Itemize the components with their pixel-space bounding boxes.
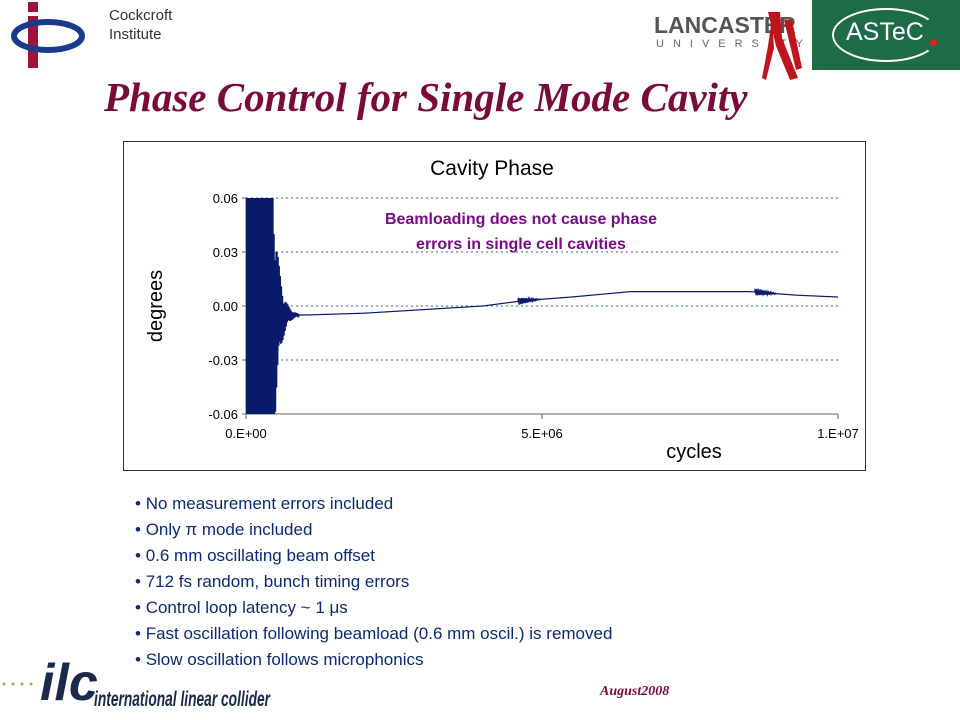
cavity-phase-chart: Cavity Phase 0.06 0.03 0.00 -0.03 -0.06 0.E+00… <box>123 141 866 471</box>
lancaster-sub: UNIVERSITY <box>656 38 813 50</box>
ilc-dots-icon <box>2 682 33 686</box>
series-line <box>246 198 838 414</box>
bullet-item: Control loop latency ~ 1 μs <box>135 595 835 621</box>
bullet-item: Only π mode included <box>135 517 835 543</box>
ci-logo-ring <box>11 19 85 53</box>
bullet-item: Slow oscillation follows microphonics <box>135 647 835 673</box>
y-tick-label: 0.06 <box>213 191 238 206</box>
y-tick-label: -0.06 <box>208 407 238 422</box>
institute-name: Cockcroft Institute <box>109 6 172 44</box>
bullet-item: No measurement errors included <box>135 491 835 517</box>
chart-title: Cavity Phase <box>430 157 554 180</box>
lancaster-university-logo: LANCASTER UNIVERSITY <box>650 8 810 84</box>
bullet-item: 0.6 mm oscillating beam offset <box>135 543 835 569</box>
institute-line1: Cockcroft <box>109 7 173 24</box>
chart-annotation-line1: Beamloading does not cause phase <box>385 211 657 228</box>
slide-title: Phase Control for Single Mode Cavity <box>104 74 748 120</box>
y-tick-label: 0.00 <box>213 299 238 314</box>
astec-text: ASTeC <box>846 18 924 46</box>
slide-date: August2008 <box>600 684 670 699</box>
bullet-list: No measurement errors includedOnly π mod… <box>135 491 835 673</box>
y-tick-label: -0.03 <box>208 353 238 368</box>
y-tick-label: 0.03 <box>213 245 238 260</box>
astec-logo: ASTeC <box>812 0 960 70</box>
x-tick-label: 5.E+06 <box>521 426 563 441</box>
astec-dot-icon <box>930 39 937 46</box>
astec-ring-icon <box>832 8 940 62</box>
ilc-logo: ilc international linear collider <box>2 654 271 712</box>
institute-line2: Institute <box>109 26 162 43</box>
y-axis-label: degrees <box>145 270 167 342</box>
ci-logo-dot <box>28 2 38 12</box>
cockcroft-institute-logo <box>11 2 85 68</box>
ilc-name: international linear collider <box>94 688 271 711</box>
lancaster-emblem-icon <box>762 12 802 80</box>
bullet-item: Fast oscillation following beamload (0.6… <box>135 621 835 647</box>
x-axis-label: cycles <box>666 441 722 463</box>
bullet-item: 712 fs random, bunch timing errors <box>135 569 835 595</box>
ci-logo-stem <box>28 16 38 68</box>
chart-annotation-line2: errors in single cell cavities <box>416 236 626 253</box>
chart-svg: Cavity Phase 0.06 0.03 0.00 -0.03 -0.06 0.E+00… <box>145 157 859 463</box>
ilc-mark: ilc <box>40 654 98 712</box>
x-tick-label: 1.E+07 <box>817 426 859 441</box>
x-tick-label: 0.E+00 <box>225 426 267 441</box>
